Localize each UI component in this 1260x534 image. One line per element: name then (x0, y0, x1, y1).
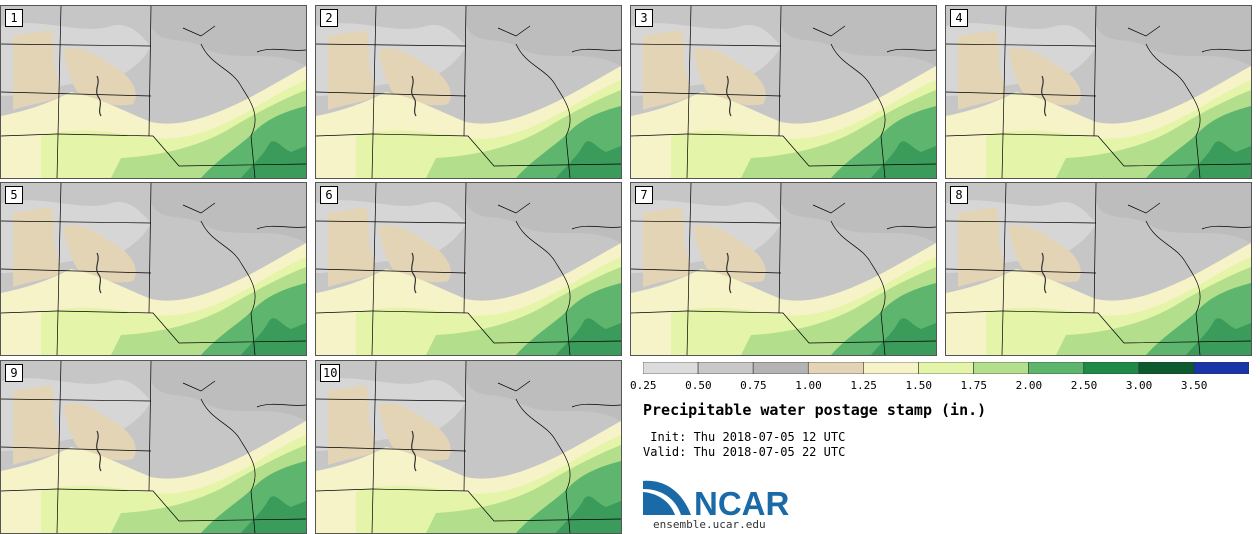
ensemble-member-map: 6 (315, 182, 622, 356)
member-number-label: 10 (320, 364, 341, 382)
colorbar-tick-label: 3.00 (1125, 379, 1153, 392)
colorbar-tick-label: 1.50 (905, 379, 932, 392)
colorbar-tick-label: 3.50 (1180, 379, 1208, 392)
ensemble-member-map: 2 (315, 5, 622, 179)
member-number-label: 6 (320, 186, 338, 204)
colorbar-tick-label: 2.50 (1070, 379, 1098, 392)
ensemble-member-map: 5 (0, 182, 307, 356)
colorbar-swatch (1083, 362, 1140, 374)
ncar-logo-text: NCAR (694, 485, 789, 519)
colorbar-tick-label: 1.75 (960, 379, 988, 392)
member-number-label: 8 (950, 186, 968, 204)
member-number-label: 7 (635, 186, 653, 204)
member-number-label: 3 (635, 9, 653, 27)
ensemble-member-map: 1 (0, 5, 307, 179)
member-number-label: 9 (5, 364, 23, 382)
init-time: Init: Thu 2018-07-05 12 UTC (643, 430, 846, 444)
member-number-label: 1 (5, 9, 23, 27)
member-number-label: 2 (320, 9, 338, 27)
ncar-logo: NCAR (643, 480, 789, 519)
ensemble-member-map: 4 (945, 5, 1252, 179)
colorbar-swatch (1138, 362, 1195, 374)
ensemble-member-map: 3 (630, 5, 937, 179)
member-number-label: 4 (950, 9, 968, 27)
colorbar (643, 362, 1249, 374)
member-number-label: 5 (5, 186, 23, 204)
figure-title: Precipitable water postage stamp (in.) (643, 401, 987, 419)
ensemble-member-map: 8 (945, 182, 1252, 356)
ensemble-member-map: 7 (630, 182, 937, 356)
ncar-logo-swoosh (643, 480, 691, 515)
colorbar-swatch (752, 362, 809, 374)
ensemble-member-map: 9 (0, 360, 307, 534)
colorbar-tick-label: 0.25 (630, 379, 657, 392)
ensemble-member-map: 10 (315, 360, 622, 534)
colorbar-swatch (807, 362, 864, 374)
colorbar-tick-label: 0.75 (740, 379, 767, 392)
colorbar-swatch (863, 362, 919, 374)
colorbar-swatch (697, 362, 754, 374)
colorbar-tick-label: 2.00 (1015, 379, 1043, 392)
colorbar-swatch (1193, 362, 1249, 374)
colorbar-swatch (918, 362, 974, 374)
logo-url: ensemble.ucar.edu (653, 518, 766, 531)
colorbar-swatch (973, 362, 1029, 374)
colorbar-tick-label: 1.25 (850, 379, 877, 392)
colorbar-tick-label: 0.50 (685, 379, 712, 392)
colorbar-swatch (643, 362, 699, 374)
valid-time: Valid: Thu 2018-07-05 22 UTC (643, 445, 846, 459)
colorbar-tick-label: 1.00 (795, 379, 822, 392)
colorbar-swatch (1028, 362, 1085, 374)
